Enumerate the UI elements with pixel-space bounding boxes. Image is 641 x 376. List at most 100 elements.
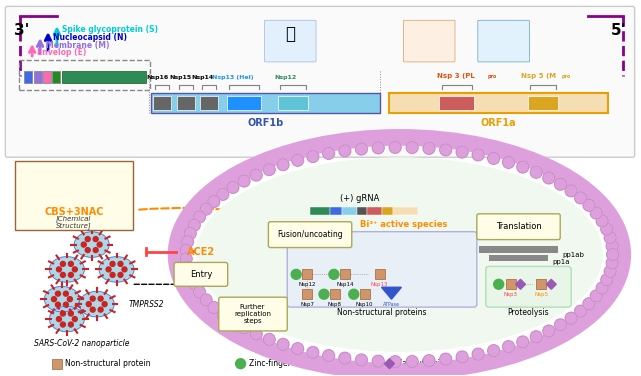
Circle shape: [72, 267, 78, 272]
Circle shape: [601, 274, 613, 286]
Ellipse shape: [74, 232, 109, 257]
Text: (+) gRNA: (+) gRNA: [340, 194, 379, 203]
Circle shape: [356, 143, 367, 155]
Circle shape: [184, 270, 196, 282]
Bar: [227, 96, 262, 109]
Circle shape: [456, 351, 468, 363]
Circle shape: [574, 305, 587, 317]
Bar: [479, 246, 558, 253]
Circle shape: [97, 242, 102, 247]
Circle shape: [601, 274, 613, 286]
Circle shape: [98, 296, 103, 301]
Circle shape: [604, 265, 616, 277]
Text: Membrane (M): Membrane (M): [46, 41, 110, 50]
Circle shape: [85, 248, 90, 253]
Circle shape: [543, 172, 554, 184]
Text: pp1a: pp1a: [553, 259, 570, 265]
Bar: [381, 207, 394, 215]
Bar: [302, 269, 312, 279]
Bar: [200, 96, 218, 109]
Text: pro: pro: [562, 74, 570, 79]
Circle shape: [607, 249, 619, 261]
Bar: [506, 279, 515, 289]
Text: [Chemical
Structure]: [Chemical Structure]: [56, 215, 92, 229]
Circle shape: [180, 253, 192, 265]
Circle shape: [63, 302, 69, 307]
Circle shape: [356, 354, 367, 366]
Circle shape: [56, 317, 62, 321]
Circle shape: [530, 331, 542, 343]
Circle shape: [69, 261, 73, 266]
Circle shape: [543, 325, 554, 337]
Circle shape: [565, 185, 577, 197]
FancyBboxPatch shape: [486, 267, 571, 307]
Circle shape: [440, 144, 452, 156]
FancyBboxPatch shape: [5, 6, 635, 157]
Circle shape: [110, 261, 115, 266]
Circle shape: [596, 282, 608, 294]
Circle shape: [356, 143, 367, 155]
Text: Bi³⁺ active species: Bi³⁺ active species: [360, 220, 447, 229]
Circle shape: [372, 355, 384, 367]
Circle shape: [440, 353, 452, 365]
Circle shape: [440, 353, 452, 365]
Text: Nsp16: Nsp16: [146, 75, 169, 80]
Circle shape: [200, 203, 212, 215]
Circle shape: [227, 315, 239, 327]
Circle shape: [574, 192, 587, 204]
Circle shape: [339, 352, 351, 364]
FancyBboxPatch shape: [403, 20, 455, 62]
Circle shape: [389, 141, 401, 153]
Circle shape: [63, 291, 69, 296]
Circle shape: [456, 351, 468, 363]
Circle shape: [194, 211, 206, 223]
Circle shape: [607, 249, 619, 261]
Circle shape: [565, 312, 577, 324]
Text: Nsp12: Nsp12: [274, 75, 296, 80]
Circle shape: [208, 302, 220, 314]
Circle shape: [56, 291, 60, 296]
Circle shape: [56, 267, 62, 272]
Polygon shape: [546, 279, 556, 289]
FancyBboxPatch shape: [287, 232, 477, 307]
Circle shape: [227, 182, 239, 193]
Circle shape: [583, 298, 595, 310]
Text: Zinc-finger domain: Zinc-finger domain: [249, 359, 322, 368]
Circle shape: [543, 325, 554, 337]
Bar: [394, 207, 419, 215]
Circle shape: [60, 311, 65, 316]
Circle shape: [90, 296, 95, 301]
Circle shape: [565, 185, 577, 197]
Ellipse shape: [79, 291, 114, 317]
Circle shape: [530, 331, 542, 343]
Circle shape: [319, 289, 329, 299]
Circle shape: [349, 289, 359, 299]
Bar: [278, 96, 308, 109]
Bar: [62, 71, 146, 83]
Circle shape: [90, 307, 95, 312]
Text: 5': 5': [610, 23, 626, 38]
Circle shape: [184, 270, 196, 282]
Circle shape: [277, 159, 289, 171]
Text: ACE2: ACE2: [187, 247, 215, 256]
Text: Nsp 5 (M: Nsp 5 (M: [521, 73, 556, 79]
Text: Nsp 3 (PL: Nsp 3 (PL: [437, 73, 475, 79]
Text: SARS-CoV-2 nanoparticle: SARS-CoV-2 nanoparticle: [34, 339, 129, 348]
Circle shape: [339, 352, 351, 364]
Circle shape: [208, 302, 220, 314]
Circle shape: [200, 203, 212, 215]
Circle shape: [217, 188, 229, 200]
Circle shape: [322, 147, 335, 159]
Circle shape: [406, 141, 418, 153]
Circle shape: [184, 227, 196, 239]
Circle shape: [56, 302, 60, 307]
Circle shape: [356, 354, 367, 366]
Ellipse shape: [196, 157, 603, 352]
Text: Nsp13 (Hel): Nsp13 (Hel): [212, 75, 253, 80]
Bar: [330, 207, 342, 215]
Text: pp1ab: pp1ab: [562, 252, 584, 258]
Text: Entry: Entry: [190, 270, 212, 279]
Circle shape: [250, 328, 262, 340]
Circle shape: [423, 355, 435, 367]
Text: 🧬: 🧬: [285, 25, 296, 43]
